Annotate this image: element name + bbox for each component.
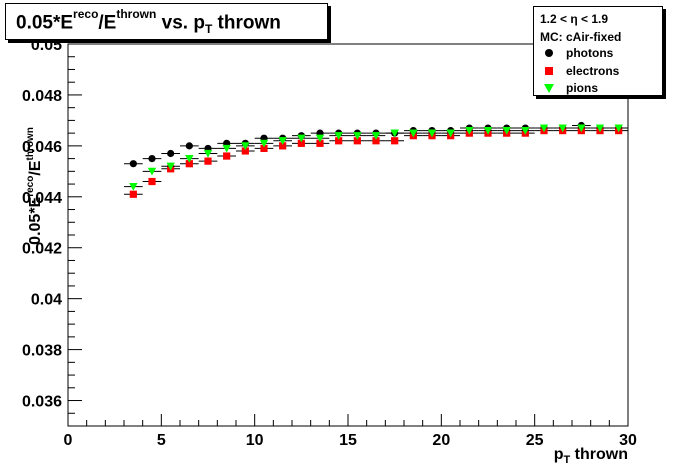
x-tick-label: 10 xyxy=(246,432,264,449)
data-point-pions xyxy=(147,167,157,176)
y-tick-label: 0.048 xyxy=(22,88,62,105)
data-point-electrons xyxy=(129,190,137,198)
data-point-electrons xyxy=(372,137,380,145)
y-tick-label: 0.036 xyxy=(22,394,62,411)
data-point-electrons xyxy=(297,139,305,147)
data-point-electrons xyxy=(316,139,324,147)
y-tick-label: 0.044 xyxy=(22,190,62,207)
x-tick-label: 30 xyxy=(619,432,637,449)
title-mid2: vs. p xyxy=(156,12,205,34)
data-point-electrons xyxy=(204,157,212,165)
data-point-pions xyxy=(241,142,250,151)
data-point-pions xyxy=(614,124,623,133)
legend-marker-photons xyxy=(545,49,553,57)
data-point-pions xyxy=(521,126,530,135)
x-tick-label: 20 xyxy=(432,432,450,449)
legend-label-electrons: electrons xyxy=(566,64,620,78)
title-sub-t: T xyxy=(204,22,213,37)
x-tick-label: 25 xyxy=(526,432,544,449)
data-point-pions xyxy=(222,144,231,153)
title-suffix: thrown xyxy=(212,12,281,34)
series-pions xyxy=(124,124,628,191)
data-point-electrons xyxy=(391,137,399,145)
data-point-pions xyxy=(577,124,586,133)
x-tick-label: 0 xyxy=(64,432,73,449)
data-point-electrons xyxy=(335,137,343,145)
y-tick-label: 0.042 xyxy=(22,241,62,258)
data-point-pions xyxy=(427,129,437,138)
data-point-pions xyxy=(278,137,287,145)
chart-title-box: 0.05*Ereco/Ethrown vs. pT thrown xyxy=(5,3,328,40)
data-point-pions xyxy=(259,139,269,148)
data-point-electrons xyxy=(353,137,361,145)
title-prefix: 0.05*E xyxy=(16,12,74,34)
data-point-pions xyxy=(502,126,511,135)
data-series xyxy=(124,121,628,198)
series-photons xyxy=(124,121,628,168)
data-point-electrons xyxy=(148,177,156,186)
x-tick-label: 5 xyxy=(157,432,166,449)
legend-label-photons: photons xyxy=(566,46,614,60)
axis-ticks: 0 5 10 15 20 25 30 0.036 0.038 0.04 0.042 0.044 0.04… xyxy=(22,37,637,449)
y-tick-label: 0.05 xyxy=(31,37,62,54)
data-point-photons xyxy=(167,149,175,158)
data-point-electrons xyxy=(241,147,249,155)
chart-title: 0.05*Ereco/Ethrown vs. pT thrown xyxy=(16,7,281,37)
x-tick-label: 15 xyxy=(339,432,357,449)
data-point-pions xyxy=(185,155,194,163)
data-point-pions xyxy=(409,129,418,138)
data-point-pions xyxy=(483,126,493,135)
data-point-pions xyxy=(297,134,306,143)
data-point-pions xyxy=(558,124,567,133)
data-point-pions xyxy=(203,149,213,158)
data-point-pions xyxy=(353,132,362,140)
legend: 1.2 < η < 1.9 MC: cAir-fixed photons ele… xyxy=(533,6,663,96)
legend-label-pions: pions xyxy=(566,81,598,95)
data-point-electrons xyxy=(185,160,193,168)
legend-header-eta: 1.2 < η < 1.9 xyxy=(540,12,609,26)
data-point-electrons xyxy=(279,142,287,150)
data-point-photons xyxy=(185,142,193,150)
data-point-pions xyxy=(129,183,138,191)
axes-frame xyxy=(67,43,629,427)
x-axis-label: pT thrown xyxy=(554,446,628,466)
data-point-pions xyxy=(315,134,325,143)
plot-frame xyxy=(67,43,629,427)
title-sup-reco: reco xyxy=(73,7,99,21)
y-tick-label: 0.04 xyxy=(31,292,62,309)
legend-header-mc: MC: cAir-fixed xyxy=(540,30,622,44)
data-point-pions xyxy=(465,126,474,135)
data-point-electrons xyxy=(223,152,231,160)
data-point-pions xyxy=(539,124,549,133)
legend-marker-electrons xyxy=(545,67,553,75)
title-mid: /E xyxy=(98,12,117,34)
data-point-photons xyxy=(129,160,137,168)
data-point-pions xyxy=(595,124,605,133)
data-point-photons xyxy=(148,155,156,163)
y-tick-label: 0.038 xyxy=(22,343,62,360)
data-point-pions xyxy=(166,162,175,171)
y-tick-label: 0.046 xyxy=(22,139,62,156)
data-point-pions xyxy=(371,132,381,140)
data-point-pions xyxy=(446,129,455,138)
data-point-electrons xyxy=(260,144,268,153)
data-point-pions xyxy=(334,132,343,140)
title-sup-thrown: thrown xyxy=(116,7,157,21)
legend-marker-pions xyxy=(544,84,554,93)
data-point-pions xyxy=(390,129,399,138)
